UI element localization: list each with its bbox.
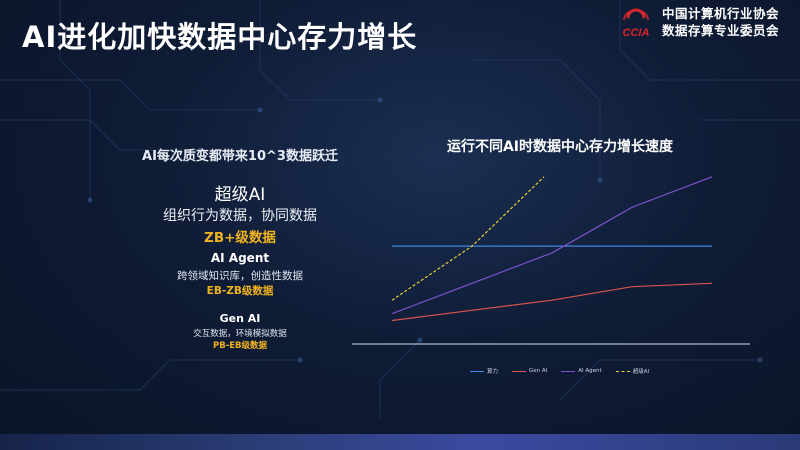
tier-ai-agent-name: AI Agent: [210, 251, 270, 265]
logo-line-2: 数据存算专业委员会: [662, 23, 780, 38]
legend-label: Gen AI: [529, 368, 548, 374]
lead-statement: AI每次质变都带来10^3数据跃迁: [142, 149, 338, 164]
legend-item-4: 超级AI: [615, 367, 650, 375]
chart-legend: 算力 Gen AI AI Agent 超级AI: [470, 366, 663, 376]
chart-title: 运行不同AI时数据中心存力增长速度: [446, 139, 674, 155]
legend-swatch: [512, 370, 527, 372]
svg-text:CCIA: CCIA: [623, 27, 650, 39]
tier-super-ai-name: 超级AI: [214, 185, 266, 205]
legend-label: 超级AI: [632, 369, 650, 375]
series-line-4: [391, 176, 545, 301]
page-title: AI进化加快数据中心存力增长: [22, 20, 418, 54]
tier-super-ai-tag: ZB+级数据: [204, 230, 276, 246]
series-line-2: [391, 282, 713, 322]
tier-ai-agent-desc: 跨领域知识库，创造性数据: [177, 270, 303, 282]
series-line-3: [391, 176, 713, 315]
tier-gen-ai-desc: 交互数据，环境模拟数据: [193, 329, 287, 339]
legend-swatch: [561, 370, 576, 372]
legend-label: AI Agent: [578, 368, 602, 374]
legend-item-3: AI Agent: [561, 368, 602, 374]
tier-super-ai-desc: 组织行为数据，协同数据: [163, 208, 317, 224]
ccia-logo-icon: CCIA: [623, 8, 650, 39]
legend-label: 算力: [487, 369, 499, 375]
tier-gen-ai-tag: PB-EB级数据: [212, 341, 268, 351]
tier-ai-agent-tag: EB-ZB级数据: [206, 285, 274, 297]
legend-item-2: Gen AI: [512, 368, 547, 374]
legend-swatch: [470, 370, 484, 372]
tier-gen-ai-name: Gen AI: [219, 312, 261, 325]
footer-bar: [0, 434, 800, 450]
legend-swatch: [615, 370, 630, 372]
logo-line-1: 中国计算机行业协会: [662, 6, 780, 21]
legend-item-1: 算力: [470, 367, 498, 375]
ccia-logo: CCIA 中国计算机行业协会 数据存算专业委员会: [616, 4, 786, 42]
